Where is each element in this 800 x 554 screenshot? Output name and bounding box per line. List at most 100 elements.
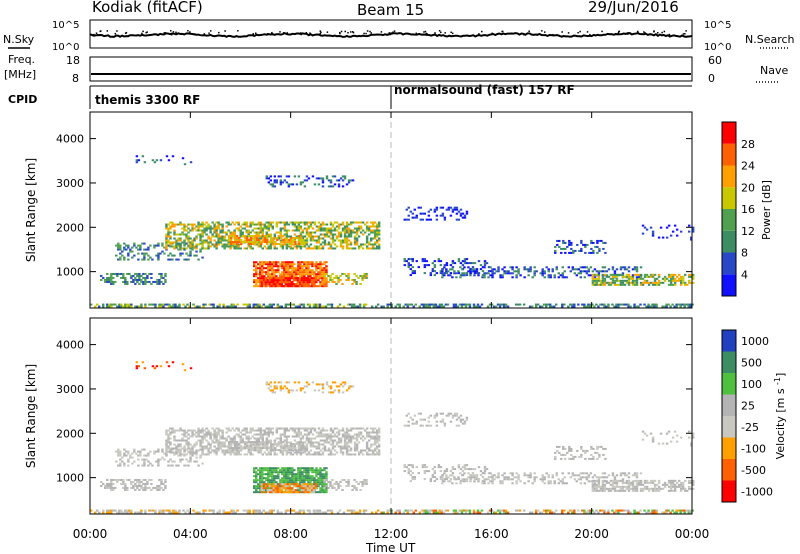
- power-cell: [110, 305, 113, 308]
- power-cell: [313, 263, 316, 266]
- velocity-cell: [183, 450, 186, 453]
- power-cell: [177, 223, 180, 226]
- velocity-cell: [294, 447, 297, 450]
- velocity-cell: [137, 458, 140, 461]
- power-cell: [281, 221, 285, 224]
- power-cell: [371, 225, 375, 228]
- power-cell: [223, 235, 226, 238]
- velocity-cell: [183, 449, 186, 452]
- velocity-cell: [248, 511, 251, 514]
- power-cell: [261, 223, 264, 226]
- power-cell: [233, 235, 237, 238]
- power-cell: [480, 303, 484, 306]
- nsearch-point: [96, 33, 99, 36]
- power-cell: [311, 227, 315, 230]
- velocity-cell: [273, 441, 277, 444]
- power-cell: [131, 250, 134, 253]
- power-cell: [257, 237, 260, 240]
- velocity-cell: [319, 481, 322, 484]
- velocity-cell: [290, 449, 293, 452]
- velocity-cell: [369, 449, 373, 452]
- velocity-cell: [307, 431, 311, 434]
- velocity-cell: [343, 441, 347, 444]
- velocity-cell: [456, 511, 460, 514]
- power-cell: [353, 231, 357, 234]
- velocity-cell: [255, 471, 258, 474]
- nsearch-point: [451, 32, 454, 35]
- velocity-cell: [318, 509, 322, 512]
- power-cell: [597, 277, 601, 280]
- power-cell: [195, 229, 198, 232]
- velocity-cell: [287, 471, 290, 474]
- power-cell: [583, 276, 587, 279]
- power-cell: [283, 261, 286, 264]
- power-cell: [579, 266, 583, 269]
- power-cell: [239, 241, 243, 244]
- velocity-cell: [277, 475, 280, 478]
- power-cell: [621, 281, 625, 284]
- power-cell: [536, 303, 540, 306]
- velocity-cell: [257, 479, 260, 482]
- velocity-cell: [209, 445, 212, 448]
- power-cell: [687, 275, 691, 278]
- velocity-cell: [271, 449, 275, 452]
- power-cell: [279, 243, 283, 246]
- power-cell: [123, 258, 126, 261]
- power-cell: [309, 247, 313, 250]
- power-cell: [269, 243, 273, 246]
- velocity-cell: [168, 509, 171, 512]
- velocity-cell: [597, 511, 600, 514]
- nsearch-point: [175, 31, 177, 34]
- power-cell: [300, 277, 304, 280]
- velocity-cell: [567, 511, 570, 514]
- power-cell: [229, 239, 233, 242]
- power-cell: [333, 247, 337, 250]
- velocity-cell: [221, 437, 224, 440]
- power-cell: [323, 243, 327, 246]
- power-cell: [489, 270, 493, 273]
- power-cell: [337, 179, 341, 182]
- power-cell: [299, 231, 303, 234]
- velocity-cell: [165, 439, 168, 442]
- velocity-cell: [124, 488, 127, 491]
- velocity-cell: [297, 431, 301, 434]
- velocity-cell: [291, 473, 294, 476]
- velocity-cell: [115, 460, 118, 463]
- power-cell: [449, 274, 452, 277]
- velocity-cell: [607, 511, 610, 514]
- power-cell: [191, 239, 194, 242]
- power-cell: [319, 229, 323, 232]
- velocity-cell: [255, 481, 258, 484]
- power-cell: [209, 239, 212, 242]
- power-cell: [596, 245, 599, 248]
- power-cell: [143, 254, 146, 257]
- power-cell: [199, 233, 202, 236]
- velocity-cell: [144, 484, 147, 487]
- velocity-cell: [217, 441, 220, 444]
- nsearch-point: [266, 33, 269, 35]
- velocity-cell: [134, 488, 137, 491]
- power-cell: [483, 274, 486, 277]
- velocity-cell: [138, 488, 141, 491]
- power-cell: [233, 241, 237, 244]
- nsearch-point: [145, 31, 147, 34]
- power-cell: [353, 280, 356, 283]
- power-cell: [589, 305, 592, 308]
- power-cell: [635, 270, 639, 273]
- velocity-cell: [298, 509, 302, 512]
- velocity-cell: [367, 453, 371, 456]
- power-cell: [679, 281, 683, 284]
- power-cell: [114, 272, 117, 275]
- power-cell: [633, 305, 636, 308]
- power-cell: [558, 239, 561, 242]
- power-cell: [215, 225, 218, 228]
- power-cell: [623, 279, 627, 282]
- power-cell: [243, 221, 246, 224]
- power-cell: [299, 181, 303, 184]
- power-cell: [249, 231, 252, 234]
- velocity-cell: [293, 439, 297, 442]
- power-cell: [279, 233, 283, 236]
- velocity-cell: [331, 429, 335, 432]
- power-cell: [276, 305, 280, 308]
- power-cell: [271, 263, 274, 266]
